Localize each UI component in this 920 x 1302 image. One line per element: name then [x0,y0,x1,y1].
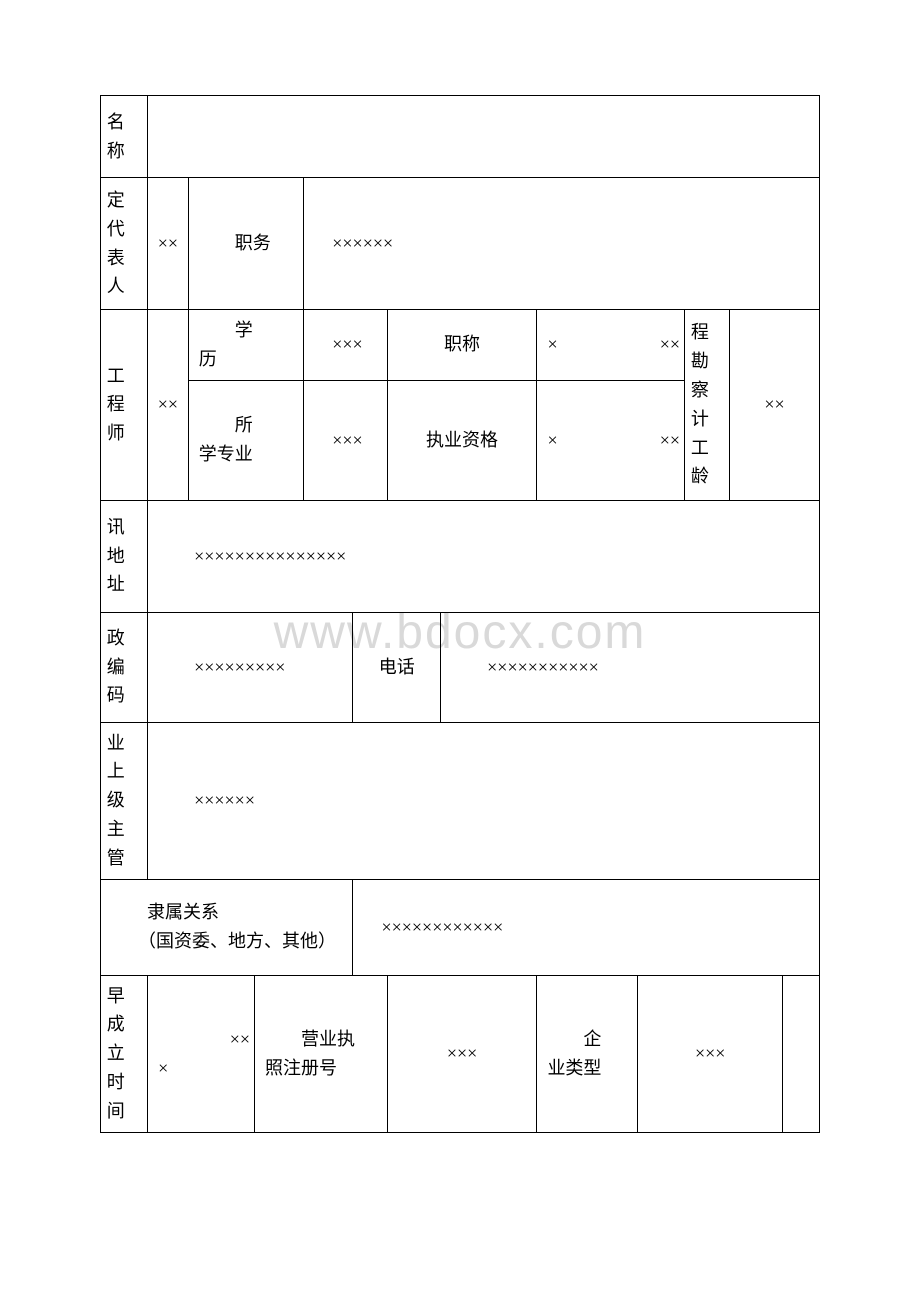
value-affiliation: ×××××××××××× [353,879,820,975]
value-qualification: ××× [537,380,685,500]
label-affiliation: 隶属关系 （国资委、地方、其他） [101,879,353,975]
value-legal-rep-name: ×× [148,178,189,310]
value-license-no: ××× [387,975,537,1132]
value-enterprise-type-extra [783,975,820,1132]
value-major: ××× [304,380,387,500]
label-major: 所学专业 [188,380,304,500]
value-position: ×××××× [304,178,820,310]
value-survey-years: ×× [729,310,819,501]
value-postcode: ××××××××× [148,612,353,722]
value-phone: ××××××××××× [441,612,820,722]
value-establish-time: ××× [148,975,255,1132]
label-education: 学历 [188,310,304,381]
label-establish-time: 早成立时间 [101,975,148,1132]
value-title: ××× [537,310,685,381]
value-address: ××××××××××××××× [148,500,820,612]
value-supervisor: ×××××× [148,722,820,879]
label-survey-years: 程勘察 计工龄 [685,310,730,501]
form-table: 名称 定代表人 ×× 职务 ×××××× 工程师 ×× 学历 ××× 职称 ××… [100,95,820,1133]
label-legal-rep: 定代表人 [101,178,148,310]
document-page: www.bdocx.com 名称 定代表人 ×× 职务 [0,0,920,1302]
label-phone: 电话 [353,612,441,722]
value-education: ××× [304,310,387,381]
label-title: 职称 [387,310,537,381]
label-address: 讯地址 [101,500,148,612]
label-qualification: 执业资格 [387,380,537,500]
label-position: 职务 [188,178,304,310]
value-enterprise-type: ××× [637,975,782,1132]
label-supervisor: 业上级主管 [101,722,148,879]
label-postcode: 政编码 [101,612,148,722]
label-engineer: 工程师 [101,310,148,501]
value-engineer-name: ×× [148,310,189,501]
label-license-no: 营业执照注册号 [255,975,388,1132]
label-enterprise-type: 企业类型 [537,975,638,1132]
value-name [148,96,820,178]
label-name: 名称 [101,96,148,178]
